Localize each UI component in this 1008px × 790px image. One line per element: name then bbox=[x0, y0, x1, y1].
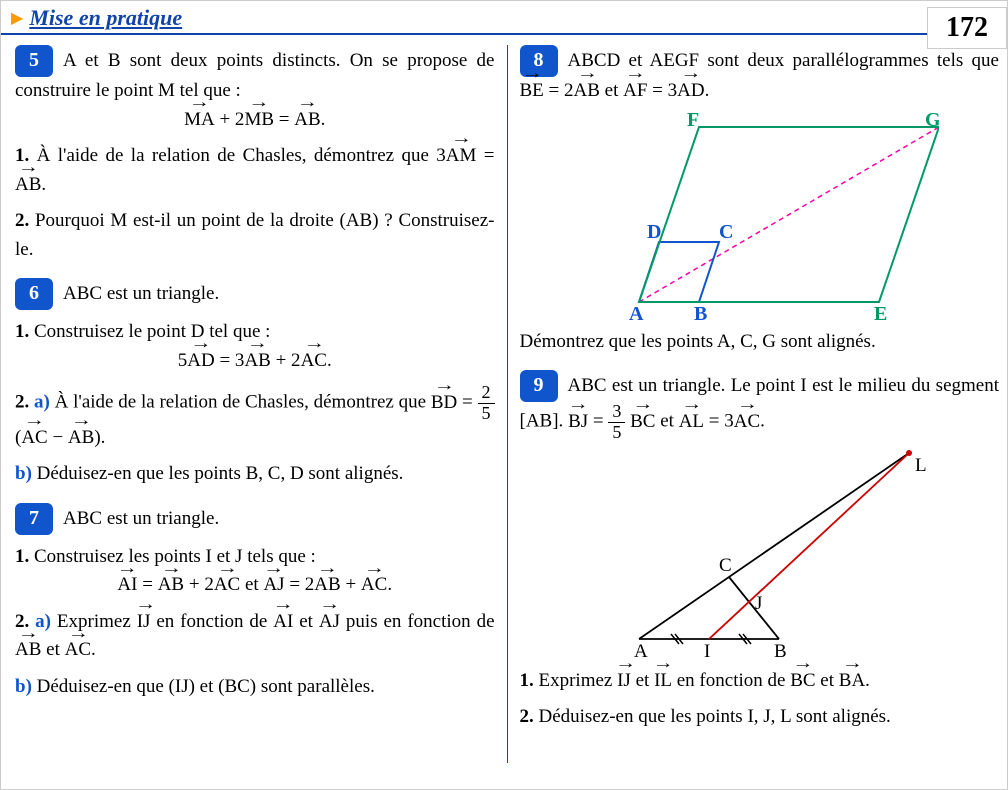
line-AG bbox=[639, 127, 939, 302]
ex6-q2b: b) Déduisez-en que les points B, C, D so… bbox=[15, 460, 495, 489]
page-container: ▶ Mise en pratique 172 5A et B sont deux… bbox=[0, 0, 1008, 790]
left-column: 5A et B sont deux points distincts. On s… bbox=[15, 45, 503, 763]
ex8-intro: 8ABCD et AEGF sont deux parallélogrammes… bbox=[520, 45, 1000, 106]
badge-6: 6 bbox=[15, 278, 53, 310]
point-L-marker bbox=[906, 450, 912, 456]
exercise-6: 6ABC est un triangle. 1. Construisez le … bbox=[15, 278, 495, 489]
exercise-9: 9ABC est un triangle. Le point I est le … bbox=[520, 370, 1000, 732]
label-A: A bbox=[629, 303, 644, 322]
ex6-q2a: 2. a) À l'aide de la relation de Chasles… bbox=[15, 383, 495, 452]
ex5-q2: 2. Pourquoi M est-il un point de la droi… bbox=[15, 207, 495, 264]
page-number: 172 bbox=[927, 7, 1007, 49]
right-column: 8ABCD et AEGF sont deux parallélogrammes… bbox=[512, 45, 1000, 763]
section-header: ▶ Mise en pratique bbox=[1, 1, 1007, 35]
label-B: B bbox=[694, 303, 707, 322]
ex7-intro: 7ABC est un triangle. bbox=[15, 503, 495, 535]
badge-9: 9 bbox=[520, 370, 558, 402]
ex6-intro: 6ABC est un triangle. bbox=[15, 278, 495, 310]
label-L9: L bbox=[915, 455, 927, 476]
parallelogram-ABCD bbox=[639, 242, 719, 302]
columns: 5A et B sont deux points distincts. On s… bbox=[1, 35, 1007, 771]
ex8-figure: A B E D C F G bbox=[579, 112, 939, 322]
label-F: F bbox=[687, 112, 699, 131]
ex7-q2a: 2. a) Exprimez IJ en fonction de AI et A… bbox=[15, 608, 495, 665]
ex9-figure: A I B C J L bbox=[579, 449, 939, 659]
ex9-intro: 9ABC est un triangle. Le point I est le … bbox=[520, 370, 1000, 443]
label-A9: A bbox=[634, 641, 648, 659]
fraction: 25 bbox=[478, 383, 495, 424]
badge-5: 5 bbox=[15, 45, 53, 77]
ex7-q1: 1. Construisez les points I et J tels qu… bbox=[15, 543, 495, 572]
label-B9: B bbox=[774, 641, 787, 659]
label-C9: C bbox=[719, 555, 732, 576]
ex8-conclusion: Démontrez que les points A, C, G sont al… bbox=[520, 328, 1000, 357]
exercise-5: 5A et B sont deux points distincts. On s… bbox=[15, 45, 495, 264]
line-AL bbox=[639, 453, 909, 639]
column-divider bbox=[507, 45, 508, 763]
label-C: C bbox=[719, 221, 733, 243]
line-IL bbox=[709, 453, 909, 639]
exercise-7: 7ABC est un triangle. 1. Construisez les… bbox=[15, 503, 495, 702]
ex7-q2b: b) Déduisez-en que (IJ) et (BC) sont par… bbox=[15, 673, 495, 702]
ex5-q1: 1. À l'aide de la relation de Chasles, d… bbox=[15, 142, 495, 199]
section-title: Mise en pratique bbox=[29, 5, 182, 31]
ex9-q1: 1. Exprimez IJ et IL en fonction de BC e… bbox=[520, 667, 1000, 696]
fraction-9: 35 bbox=[608, 402, 625, 443]
badge-7: 7 bbox=[15, 503, 53, 535]
ex7-equation: AI = AB + 2AC et AJ = 2AB + AC. bbox=[15, 571, 495, 600]
play-icon: ▶ bbox=[11, 8, 23, 28]
label-G: G bbox=[925, 112, 939, 131]
label-E: E bbox=[874, 303, 887, 322]
exercise-8: 8ABCD et AEGF sont deux parallélogrammes… bbox=[520, 45, 1000, 356]
ex6-equation: 5AD = 3AB + 2AC. bbox=[15, 347, 495, 376]
label-J9: J bbox=[755, 593, 762, 614]
ex5-equation: MA + 2MB = AB. bbox=[15, 106, 495, 135]
label-D: D bbox=[647, 221, 661, 243]
line-BC bbox=[729, 577, 779, 639]
ex9-q2: 2. Déduisez-en que les points I, J, L so… bbox=[520, 703, 1000, 732]
label-I9: I bbox=[704, 641, 710, 659]
